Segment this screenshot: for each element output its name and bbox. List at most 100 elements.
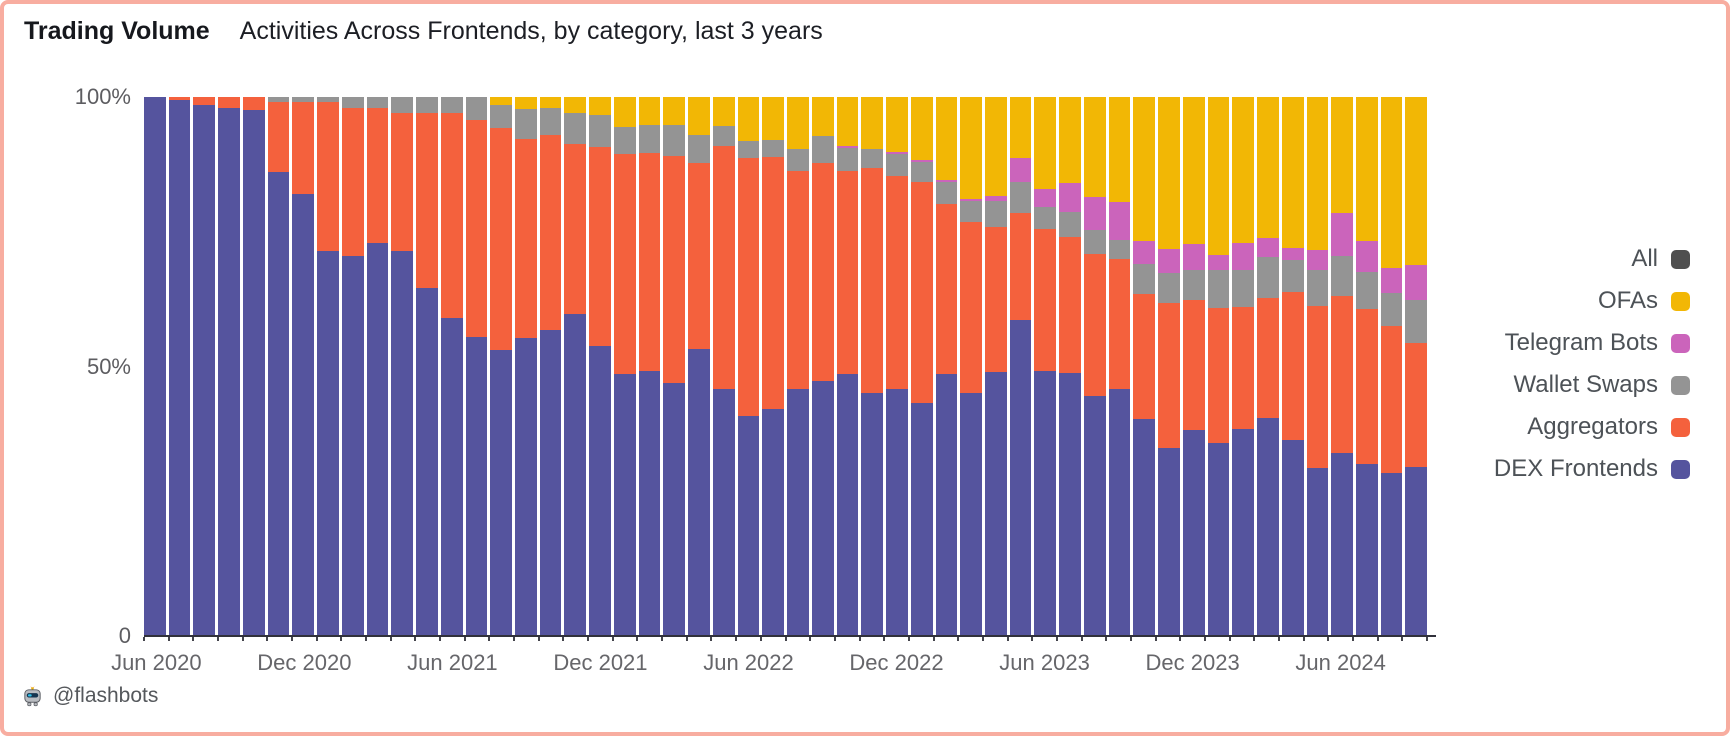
bar-nov-2022[interactable] [861, 97, 884, 636]
segment-dex-frontends[interactable] [366, 242, 389, 636]
segment-dex-frontends[interactable] [1034, 370, 1057, 636]
segment-telegram-bots[interactable] [1158, 248, 1180, 274]
segment-aggregators[interactable] [218, 97, 240, 108]
segment-wallet-swaps[interactable] [712, 125, 735, 146]
segment-wallet-swaps[interactable] [762, 140, 785, 157]
segment-aggregators[interactable] [465, 120, 488, 337]
segment-ofas[interactable] [613, 97, 636, 127]
segment-ofas[interactable] [1182, 97, 1205, 244]
segment-telegram-bots[interactable] [1380, 267, 1403, 293]
segment-wallet-swaps[interactable] [317, 97, 339, 103]
bar-aug-2023[interactable] [1083, 97, 1106, 636]
segment-dex-frontends[interactable] [193, 105, 216, 636]
segment-dex-frontends[interactable] [490, 350, 513, 636]
segment-wallet-swaps[interactable] [1331, 256, 1353, 296]
bar-aug-2024[interactable] [1380, 97, 1403, 636]
segment-telegram-bots[interactable] [1083, 196, 1106, 230]
segment-aggregators[interactable] [1059, 236, 1081, 373]
bar-jun-2020[interactable] [144, 97, 166, 636]
segment-wallet-swaps[interactable] [1182, 270, 1205, 301]
segment-dex-frontends[interactable] [1182, 430, 1205, 636]
segment-ofas[interactable] [1108, 97, 1131, 202]
segment-aggregators[interactable] [292, 102, 315, 195]
segment-wallet-swaps[interactable] [465, 97, 488, 121]
segment-ofas[interactable] [638, 97, 661, 126]
segment-wallet-swaps[interactable] [688, 134, 710, 163]
segment-dex-frontends[interactable] [1232, 428, 1255, 636]
segment-dex-frontends[interactable] [465, 336, 488, 636]
legend-item-wallet-swaps[interactable]: Wallet Swaps [1494, 371, 1690, 399]
bar-mar-2021[interactable] [366, 97, 389, 636]
segment-dex-frontends[interactable] [638, 370, 661, 636]
segment-ofas[interactable] [1257, 97, 1279, 239]
segment-telegram-bots[interactable] [1331, 212, 1353, 257]
bar-jun-2021[interactable] [440, 97, 463, 636]
bar-feb-2021[interactable] [341, 97, 364, 636]
segment-ofas[interactable] [1158, 97, 1180, 249]
segment-wallet-swaps[interactable] [960, 201, 982, 222]
bar-dec-2023[interactable] [1182, 97, 1205, 636]
segment-dex-frontends[interactable] [1009, 320, 1032, 636]
segment-dex-frontends[interactable] [168, 99, 191, 636]
bar-dec-2021[interactable] [589, 97, 611, 636]
segment-telegram-bots[interactable] [1207, 254, 1230, 271]
segment-wallet-swaps[interactable] [267, 97, 290, 103]
segment-ofas[interactable] [836, 97, 859, 146]
segment-aggregators[interactable] [341, 107, 364, 257]
segment-telegram-bots[interactable] [1281, 247, 1304, 260]
segment-dex-frontends[interactable] [984, 371, 1007, 636]
segment-aggregators[interactable] [663, 155, 686, 383]
bar-apr-2023[interactable] [984, 97, 1007, 636]
segment-wallet-swaps[interactable] [341, 97, 364, 108]
segment-dex-frontends[interactable] [341, 256, 364, 636]
segment-aggregators[interactable] [589, 147, 611, 347]
segment-aggregators[interactable] [416, 113, 438, 289]
segment-wallet-swaps[interactable] [787, 148, 809, 172]
segment-aggregators[interactable] [1257, 298, 1279, 419]
segment-aggregators[interactable] [1306, 306, 1329, 469]
segment-telegram-bots[interactable] [1182, 243, 1205, 271]
segment-wallet-swaps[interactable] [1059, 211, 1081, 237]
segment-wallet-swaps[interactable] [391, 97, 414, 114]
segment-aggregators[interactable] [564, 143, 587, 315]
segment-wallet-swaps[interactable] [1405, 299, 1428, 343]
segment-aggregators[interactable] [1108, 259, 1131, 390]
segment-telegram-bots[interactable] [910, 160, 933, 162]
segment-wallet-swaps[interactable] [861, 148, 884, 169]
segment-wallet-swaps[interactable] [638, 125, 661, 154]
segment-dex-frontends[interactable] [1380, 472, 1403, 636]
bar-jul-2021[interactable] [465, 97, 488, 636]
bar-feb-2023[interactable] [935, 97, 958, 636]
segment-ofas[interactable] [960, 97, 982, 199]
segment-telegram-bots[interactable] [1108, 201, 1131, 240]
segment-wallet-swaps[interactable] [1257, 256, 1279, 299]
segment-aggregators[interactable] [1034, 229, 1057, 371]
legend-item-telegram-bots[interactable]: Telegram Bots [1494, 329, 1690, 357]
bar-jan-2023[interactable] [910, 97, 933, 636]
segment-telegram-bots[interactable] [836, 145, 859, 148]
bar-sep-2024[interactable] [1405, 97, 1428, 636]
segment-dex-frontends[interactable] [242, 110, 265, 636]
segment-aggregators[interactable] [391, 113, 414, 251]
bar-nov-2020[interactable] [267, 97, 290, 636]
segment-ofas[interactable] [712, 97, 735, 126]
bar-dec-2020[interactable] [292, 97, 315, 636]
segment-ofas[interactable] [811, 97, 834, 137]
segment-aggregators[interactable] [168, 97, 191, 100]
segment-aggregators[interactable] [267, 102, 290, 173]
segment-wallet-swaps[interactable] [910, 161, 933, 183]
bar-feb-2024[interactable] [1232, 97, 1255, 636]
segment-telegram-bots[interactable] [886, 152, 908, 155]
bar-may-2024[interactable] [1306, 97, 1329, 636]
bar-oct-2022[interactable] [836, 97, 859, 636]
segment-telegram-bots[interactable] [1034, 189, 1057, 207]
segment-dex-frontends[interactable] [886, 389, 908, 636]
segment-telegram-bots[interactable] [984, 195, 1007, 202]
segment-ofas[interactable] [1034, 97, 1057, 190]
bar-aug-2021[interactable] [490, 97, 513, 636]
segment-ofas[interactable] [663, 97, 686, 126]
segment-ofas[interactable] [1232, 97, 1255, 244]
bar-jul-2020[interactable] [168, 97, 191, 636]
segment-telegram-bots[interactable] [1355, 241, 1378, 272]
legend-item-ofas[interactable]: OFAs [1494, 287, 1690, 315]
